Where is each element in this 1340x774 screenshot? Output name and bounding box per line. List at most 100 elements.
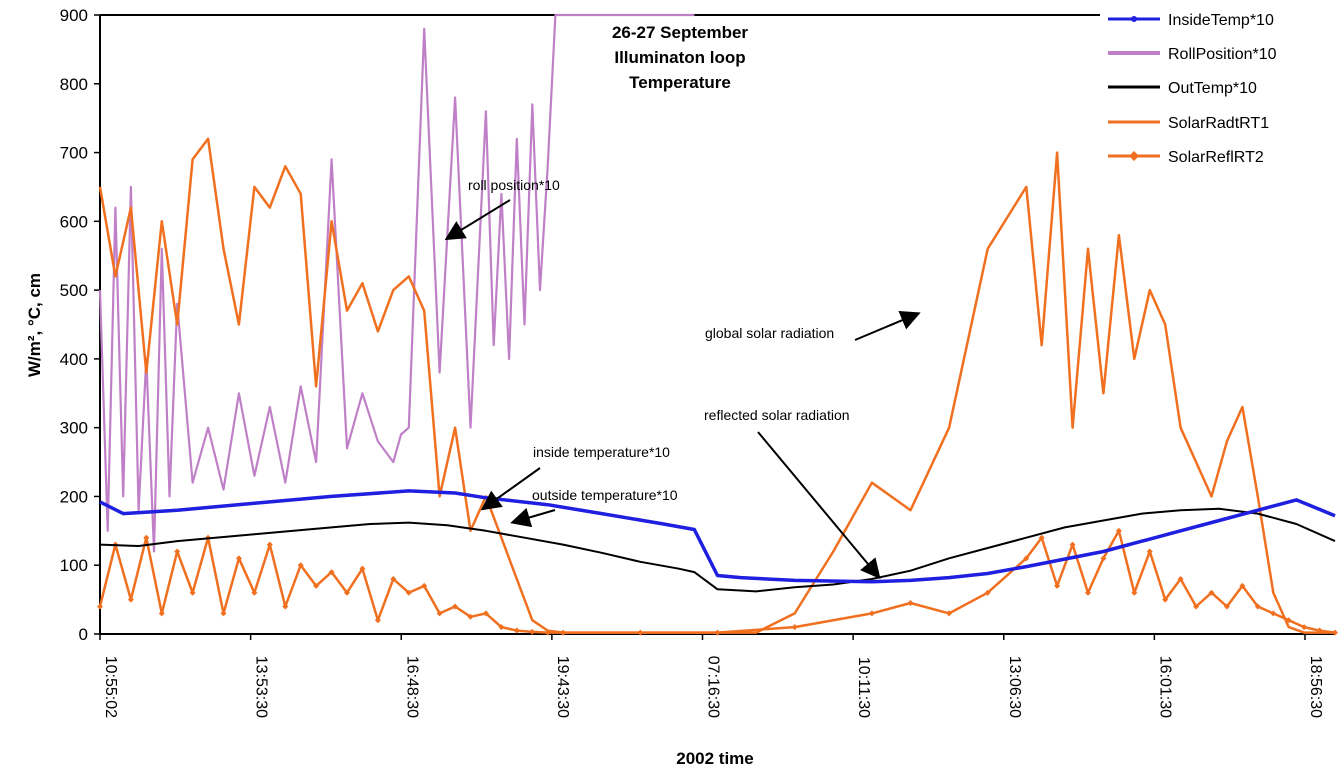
legend: InsideTemp*10 RollPosition*10 OutTemp*10… (1108, 12, 1277, 166)
data-point-solarreflrt2 (1239, 582, 1246, 589)
data-point-solarreflrt2 (374, 617, 381, 624)
data-point-solarreflrt2 (560, 629, 567, 636)
data-point-solarreflrt2 (174, 548, 181, 555)
data-point-solarreflrt2 (1023, 555, 1030, 562)
data-point-solarreflrt2 (1254, 603, 1261, 610)
data-point-solarreflrt2 (421, 582, 428, 589)
series-line-insidetemp-10 (99, 489, 1336, 584)
y-tick-label: 0 (79, 625, 88, 644)
annotation-outside-temp: outside temperature*10 (532, 487, 678, 503)
data-point-solarreflrt2 (467, 613, 474, 620)
data-point-solarreflrt2 (482, 610, 489, 617)
series-layer (97, 13, 1338, 636)
data-point-solarreflrt2 (235, 555, 242, 562)
arrow-global-solar (854, 310, 921, 341)
y-tick-label: 400 (60, 350, 88, 369)
legend-marker-inside-temp (1131, 16, 1137, 22)
arrow-inside-temp (480, 467, 541, 511)
chart-title-line-3: Temperature (629, 73, 731, 92)
x-tick-label: 07:16:30 (705, 656, 722, 718)
legend-label-roll-position: RollPosition*10 (1168, 46, 1277, 63)
data-point-solarreflrt2 (498, 624, 505, 631)
legend-label-solar-radt: SolarRadtRT1 (1168, 115, 1269, 132)
data-point-solarreflrt2 (251, 589, 258, 596)
legend-label-inside-temp: InsideTemp*10 (1168, 12, 1274, 29)
series-line-outtemp-10 (99, 507, 1336, 593)
arrow-reflected-solar (757, 431, 881, 580)
legend-label-out-temp: OutTemp*10 (1168, 80, 1257, 97)
data-point-solarreflrt2 (513, 627, 520, 634)
data-point-solarreflrt2 (637, 629, 644, 636)
x-tick-label: 16:01:30 (1156, 656, 1173, 718)
data-point-solarreflrt2 (452, 603, 459, 610)
data-point-solarreflrt2 (313, 582, 320, 589)
x-tick-label: 13:53:30 (253, 656, 270, 718)
annotation-inside-temp: inside temperature*10 (533, 444, 670, 460)
data-point-solarreflrt2 (868, 610, 875, 617)
data-point-solarreflrt2 (1054, 582, 1061, 589)
data-point-solarreflrt2 (436, 610, 443, 617)
data-point-solarreflrt2 (390, 575, 397, 582)
data-point-solarreflrt2 (297, 562, 304, 569)
legend-label-solar-refl: SolarReflRT2 (1168, 149, 1264, 166)
data-point-solarreflrt2 (405, 589, 412, 596)
data-point-solarreflrt2 (328, 569, 335, 576)
data-point-solarreflrt2 (220, 610, 227, 617)
data-point-solarreflrt2 (1162, 596, 1169, 603)
data-point-solarreflrt2 (1223, 603, 1230, 610)
data-point-solarreflrt2 (1270, 610, 1277, 617)
y-tick-label: 200 (60, 487, 88, 506)
data-point-solarreflrt2 (282, 603, 289, 610)
data-point-solarreflrt2 (544, 629, 551, 636)
y-tick-label: 300 (60, 419, 88, 438)
data-point-solarreflrt2 (1038, 534, 1045, 541)
y-tick-label: 900 (60, 6, 88, 25)
x-tick-label: 16:48:30 (403, 656, 420, 718)
data-point-solarreflrt2 (97, 603, 103, 610)
annotation-roll-position: roll position*10 (468, 177, 560, 193)
legend-marker-solar-refl (1129, 151, 1139, 161)
data-point-solarreflrt2 (1193, 603, 1200, 610)
x-tick-label: 19:43:30 (554, 656, 571, 718)
data-point-solarreflrt2 (1316, 627, 1323, 634)
x-tick-label: 13:06:30 (1006, 656, 1023, 718)
y-tick-label: 100 (60, 556, 88, 575)
data-point-solarreflrt2 (1085, 589, 1091, 596)
y-tick-group: 0 100 200 300 400 500 600 700 800 900 (60, 6, 100, 644)
data-point-solarreflrt2 (1208, 589, 1215, 596)
series-line-solarreflrt2 (98, 529, 1336, 634)
x-axis-title: 2002 time (676, 749, 754, 768)
data-point-solarreflrt2 (1177, 575, 1184, 582)
data-point-solarreflrt2 (1332, 629, 1338, 636)
x-tick-label: 10:55:02 (102, 656, 119, 718)
series-line-solarradtrt1 (98, 137, 1335, 634)
data-point-solarreflrt2 (1100, 555, 1107, 562)
data-point-solarreflrt2 (266, 541, 273, 548)
data-point-solarreflrt2 (1115, 527, 1122, 534)
data-point-solarreflrt2 (791, 624, 798, 631)
x-tick-label: 18:56:30 (1307, 656, 1324, 718)
data-point-solarreflrt2 (344, 589, 350, 596)
data-point-solarreflrt2 (189, 589, 196, 596)
y-tick-label: 600 (60, 212, 88, 231)
data-point-solarreflrt2 (1131, 589, 1138, 596)
data-point-solarreflrt2 (158, 610, 165, 617)
series-line-rollposition-10 (98, 13, 695, 553)
chart-title-line-1: 26-27 September (612, 23, 748, 42)
y-tick-label: 800 (60, 75, 88, 94)
data-point-solarreflrt2 (984, 589, 991, 596)
x-tick-label: 10:11:30 (855, 657, 872, 718)
annotation-global-solar: global solar radiation (705, 325, 834, 341)
data-point-solarreflrt2 (1146, 548, 1153, 555)
data-point-solarreflrt2 (714, 629, 721, 636)
data-point-solarreflrt2 (127, 596, 134, 603)
data-point-solarreflrt2 (946, 610, 953, 617)
data-point-solarreflrt2 (1069, 541, 1076, 548)
arrow-outside-temp (510, 507, 556, 528)
data-point-solarreflrt2 (143, 534, 150, 541)
x-tick-group: 10:55:02 13:53:30 16:48:30 19:43:30 07:16:30… (99, 634, 1324, 718)
data-point-solarreflrt2 (907, 600, 914, 607)
data-point-solarreflrt2 (1301, 624, 1308, 631)
y-tick-label: 700 (60, 144, 88, 163)
